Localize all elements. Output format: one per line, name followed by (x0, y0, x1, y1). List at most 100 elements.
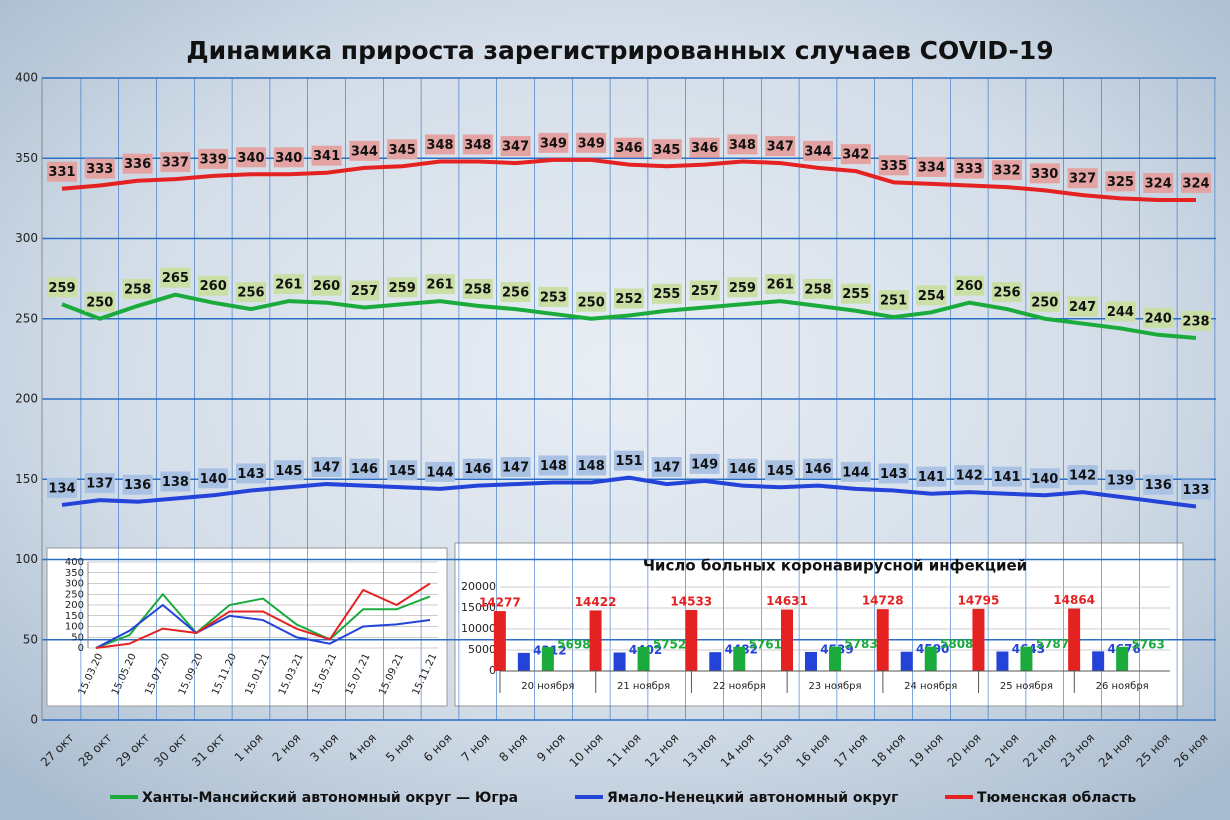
data-label-box (198, 468, 229, 489)
data-label: 253 (540, 290, 567, 305)
data-label-box (803, 278, 833, 299)
data-label: 347 (502, 140, 529, 155)
data-label-box (727, 134, 758, 155)
legend-label: Тюменская область (977, 790, 1136, 806)
data-label-box (273, 460, 304, 481)
data-label-box (1181, 479, 1211, 500)
data-label-box (122, 153, 153, 174)
data-label-box (387, 139, 418, 160)
y-tick-label: 250 (65, 589, 84, 600)
y-tick-label: 10000 (461, 622, 496, 635)
y-tick-label: 350 (15, 151, 38, 165)
data-label-box (84, 473, 115, 494)
data-label: 260 (956, 279, 983, 294)
data-label: 256 (237, 286, 264, 301)
data-label-box (576, 291, 607, 312)
data-label: 347 (767, 140, 794, 155)
data-label-box (614, 288, 644, 309)
data-label: 137 (86, 477, 113, 492)
data-label: 147 (502, 461, 529, 476)
data-label-box (236, 463, 266, 484)
bar (589, 610, 602, 671)
data-label-box (576, 132, 607, 153)
data-label: 247 (1069, 300, 1096, 315)
data-label-box (651, 283, 682, 304)
data-label: 14728 (862, 594, 904, 608)
series-line (61, 475, 1197, 509)
data-label-box (500, 457, 531, 478)
data-label: 151 (615, 454, 642, 469)
data-label: 5783 (844, 637, 877, 651)
bar (972, 608, 985, 671)
data-label: 144 (426, 465, 453, 480)
data-label: 259 (48, 281, 75, 296)
y-tick-label: 150 (15, 472, 38, 486)
data-label: 332 (993, 164, 1020, 179)
data-label-box (500, 136, 531, 157)
data-label-box (273, 274, 304, 295)
bar (805, 651, 817, 671)
data-label: 5698 (557, 638, 590, 652)
data-label-box (538, 132, 569, 153)
data-label-box (614, 137, 644, 158)
y-tick-label: 15000 (461, 601, 496, 614)
data-label: 136 (1145, 478, 1172, 493)
data-label-box (1067, 168, 1098, 189)
data-label-box (349, 458, 380, 479)
y-tick-label: 400 (15, 71, 38, 85)
data-label-box (311, 275, 342, 296)
bar (1092, 651, 1105, 671)
data-label-box (916, 466, 947, 487)
data-label-box (160, 471, 191, 492)
bar (1116, 646, 1129, 671)
data-label-box (84, 291, 115, 312)
data-label-box (765, 136, 796, 157)
data-label-box (992, 160, 1022, 181)
bar (709, 652, 722, 671)
data-label: 250 (1031, 295, 1058, 310)
y-tick-label: 200 (15, 392, 38, 406)
data-label: 14422 (575, 595, 617, 609)
data-label: 348 (729, 138, 756, 153)
data-label-box (311, 145, 342, 166)
x-tick-label: 20 ноября (521, 681, 574, 692)
x-tick-label: 23 ноября (808, 681, 861, 692)
data-label: 325 (1107, 175, 1134, 190)
data-label: 342 (842, 148, 869, 163)
data-label: 146 (351, 462, 378, 477)
data-label: 144 (842, 465, 869, 480)
y-tick-label: 0 (489, 664, 496, 677)
data-label: 330 (1031, 167, 1058, 182)
data-label: 260 (313, 279, 340, 294)
series-line (95, 603, 431, 649)
y-tick-label: 50 (71, 632, 84, 643)
data-label-box (500, 282, 531, 303)
data-label-box (878, 155, 909, 176)
data-label: 250 (86, 295, 113, 310)
data-label-box (1029, 291, 1060, 312)
data-label: 258 (804, 282, 831, 297)
data-label: 14864 (1053, 593, 1095, 607)
data-label: 5808 (940, 637, 973, 651)
data-label: 340 (237, 151, 264, 166)
data-label-box (236, 282, 266, 303)
y-tick-label: 350 (65, 568, 84, 579)
data-label-box (1181, 311, 1211, 332)
data-label-box (1181, 172, 1211, 193)
data-label: 149 (691, 457, 718, 472)
x-tick-label: 26 ноября (1096, 681, 1149, 692)
data-label-box (1067, 465, 1098, 486)
legend-label: Ямало-Ненецкий автономный округ (607, 790, 898, 806)
data-label-box (727, 277, 758, 298)
data-label: 14277 (479, 596, 521, 610)
y-tick-label: 5000 (468, 643, 496, 656)
data-label: 14533 (670, 594, 712, 608)
data-label: 348 (426, 138, 453, 153)
data-label: 339 (200, 152, 227, 167)
data-label: 346 (615, 141, 642, 156)
data-label-box (727, 458, 758, 479)
data-label: 238 (1182, 315, 1209, 330)
data-label-box (954, 465, 985, 486)
data-label: 256 (993, 286, 1020, 301)
data-label-box (992, 466, 1022, 487)
